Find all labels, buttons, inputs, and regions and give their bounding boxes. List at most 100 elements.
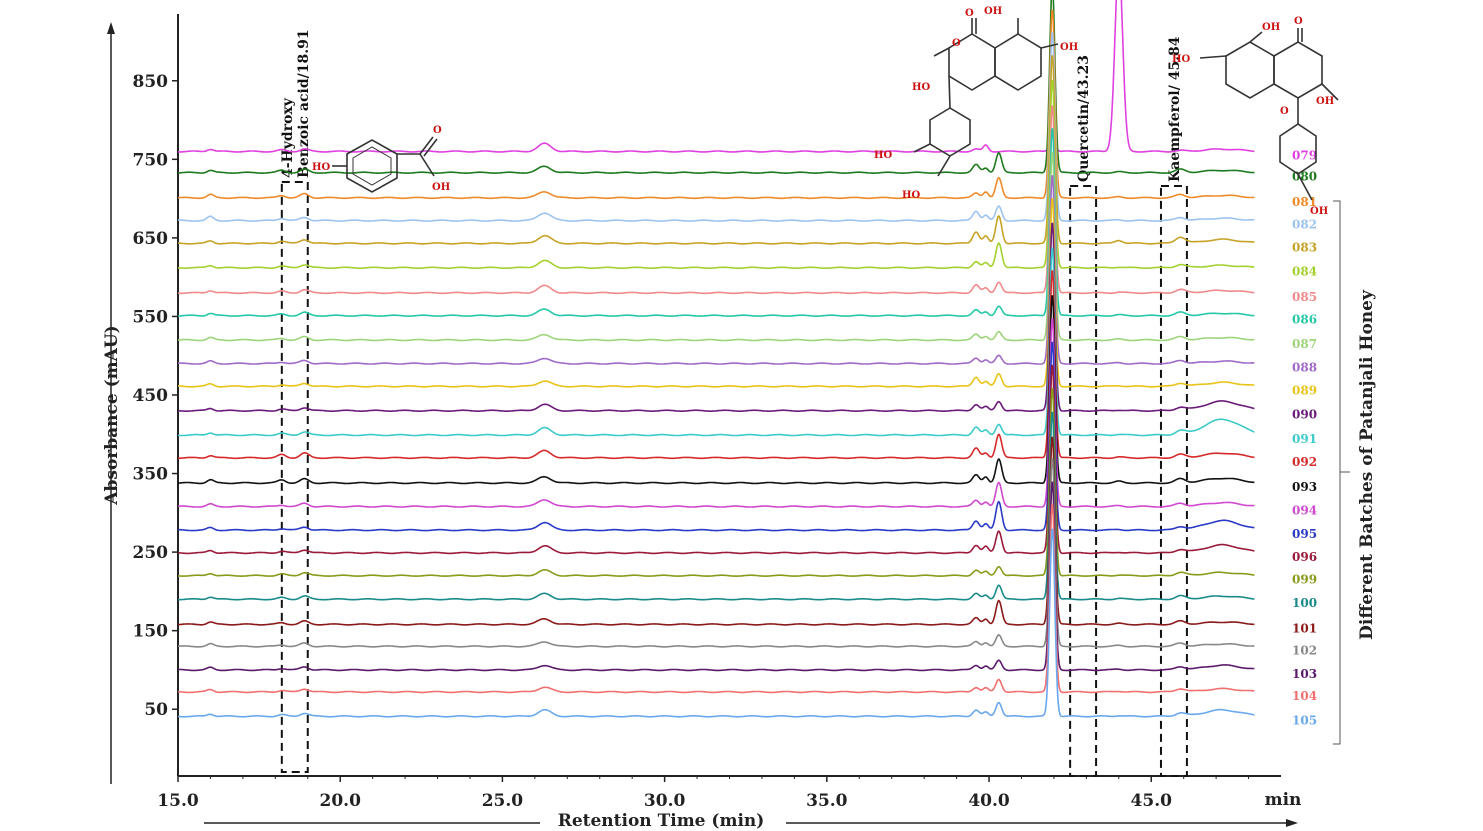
series-line-105 [177,528,1255,718]
series-line-086 [177,127,1255,317]
series-line-099 [177,388,1255,578]
y-tick-label: 850 [133,72,169,92]
y-arrow-head [107,22,115,34]
series-line-079 [178,0,1255,153]
mol-atom-label: OH [432,182,450,193]
y-axis: 50 150 250 350 450 550 650 750 850 [133,72,178,720]
series-line-083 [178,55,1255,245]
x-axis: 15.0 20.0 25.0 30.0 35.0 40.0 45.0 [157,776,1250,811]
annotation-box [1069,185,1098,777]
mol-atom-label: O [965,8,974,19]
series-line-087 [177,152,1255,342]
series-line-089 [178,198,1255,388]
x-tick-label: 15.0 [157,791,199,811]
annotation-label: Quercetin/43.23 [1076,55,1092,182]
mol-atom-label: OH [1262,22,1280,33]
y-tick-label: 450 [133,386,169,406]
x-axis-unit: min [1265,790,1302,810]
x-tick-label: 25.0 [482,791,524,811]
x-tick-label: 20.0 [320,791,362,811]
mol-atom-label: OH [1310,206,1328,217]
series-label-088: 088 [1292,361,1317,375]
annotation-label: Kaempferol/ 45.84 [1167,36,1183,182]
series-label-095: 095 [1292,527,1317,541]
series-line-092 [178,270,1255,460]
series-label-092: 092 [1292,455,1317,469]
series-line-085 [178,105,1255,295]
quercetin-structure: OH OH HO O HO HO O [874,6,1078,201]
series-labels: 0790800810820830840850860870880890900910… [1292,148,1317,727]
series-line-088 [178,175,1255,365]
mol-atom-label: OH [984,6,1002,17]
mol-atom-label: O [1280,106,1289,117]
x-tick-label: 30.0 [644,791,686,811]
mol-atom-label: OH [1316,96,1334,107]
series-line-080 [178,0,1255,175]
series-line-091 [178,247,1255,437]
group-label: Different Batches of Patanjali Honey [1357,289,1377,640]
kaempferol-structure: OH HO O OH O OH [1172,16,1339,217]
mol-atom-label: HO [902,190,920,201]
x-arrow-head [1286,819,1298,827]
series-label-100: 100 [1292,596,1317,610]
axis-titles: Absorbance (mAU) Retention Time (min) mi… [102,289,1377,831]
series-label-086: 086 [1292,313,1317,327]
series-label-079: 079 [1292,148,1317,162]
series-label-085: 085 [1292,290,1317,304]
y-tick-label: 50 [144,700,168,720]
mol-atom-label: HO [1172,54,1190,65]
batch-bracket [1333,200,1341,745]
annotation-label: Benzoic acid/18.91 [296,29,312,178]
series-lines [177,0,1255,718]
series-line-090 [177,222,1255,413]
mol-atom-label: O [952,38,961,49]
y-tick-label: 250 [133,543,169,563]
series-label-101: 101 [1292,621,1317,635]
hydroxybenzoic-acid-structure: HO O OH [312,125,450,193]
series-line-094 [177,318,1255,508]
series-line-101 [177,436,1255,626]
y-axis-title: Absorbance (mAU) [102,325,122,505]
series-line-095 [177,341,1255,532]
mol-atom-label: HO [312,162,330,173]
mol-atom-label: HO [912,82,930,93]
x-tick-label: 45.0 [1131,791,1173,811]
series-line-081 [178,9,1255,200]
x-tick-label: 40.0 [968,791,1010,811]
series-label-087: 087 [1292,337,1317,351]
series-label-084: 084 [1292,265,1317,279]
series-label-091: 091 [1292,432,1317,446]
series-label-103: 103 [1292,667,1317,681]
series-line-104 [177,503,1255,694]
y-tick-label: 350 [133,465,169,485]
series-label-083: 083 [1292,240,1317,254]
series-label-094: 094 [1292,504,1317,518]
y-tick-label: 650 [133,229,169,249]
series-label-089: 089 [1292,383,1317,397]
mol-atom-label: OH [1060,42,1078,53]
series-label-093: 093 [1292,480,1317,494]
series-line-103 [178,481,1255,672]
series-line-082 [177,32,1255,222]
annotation-boxes: 4-Hydroxy Benzoic acid/18.91 Quercetin/43.… [280,29,1188,777]
series-label-082: 082 [1292,218,1317,232]
x-tick-label: 35.0 [806,791,848,811]
series-line-102 [178,458,1255,648]
series-line-093 [177,295,1255,485]
mol-atom-label: O [433,125,442,136]
annotation-label: 4-Hydroxy [280,97,296,178]
mol-atom-label: O [1294,16,1303,27]
annotation-box [1159,185,1188,777]
y-tick-label: 550 [133,307,169,327]
x-axis-title: Retention Time (min) [558,811,765,831]
series-label-105: 105 [1292,713,1317,727]
y-tick-label: 150 [133,622,169,642]
series-label-096: 096 [1292,550,1317,564]
annotation-box [280,181,309,773]
series-label-099: 099 [1292,573,1317,587]
series-label-104: 104 [1292,689,1317,703]
series-label-102: 102 [1292,643,1317,657]
mol-atom-label: HO [874,150,892,161]
y-tick-label: 750 [133,150,169,170]
